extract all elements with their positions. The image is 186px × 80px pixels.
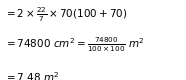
Text: $= 2 \times \frac{22}{7} \times 70(100+70)$: $= 2 \times \frac{22}{7} \times 70(100+7…: [4, 6, 127, 24]
Text: $= 7.48\ m^{2}$: $= 7.48\ m^{2}$: [4, 70, 59, 80]
Text: $= 74800\ cm^{2} = \frac{74800}{100 \times 100}\ m^{2}$: $= 74800\ cm^{2} = \frac{74800}{100 \tim…: [4, 36, 145, 54]
